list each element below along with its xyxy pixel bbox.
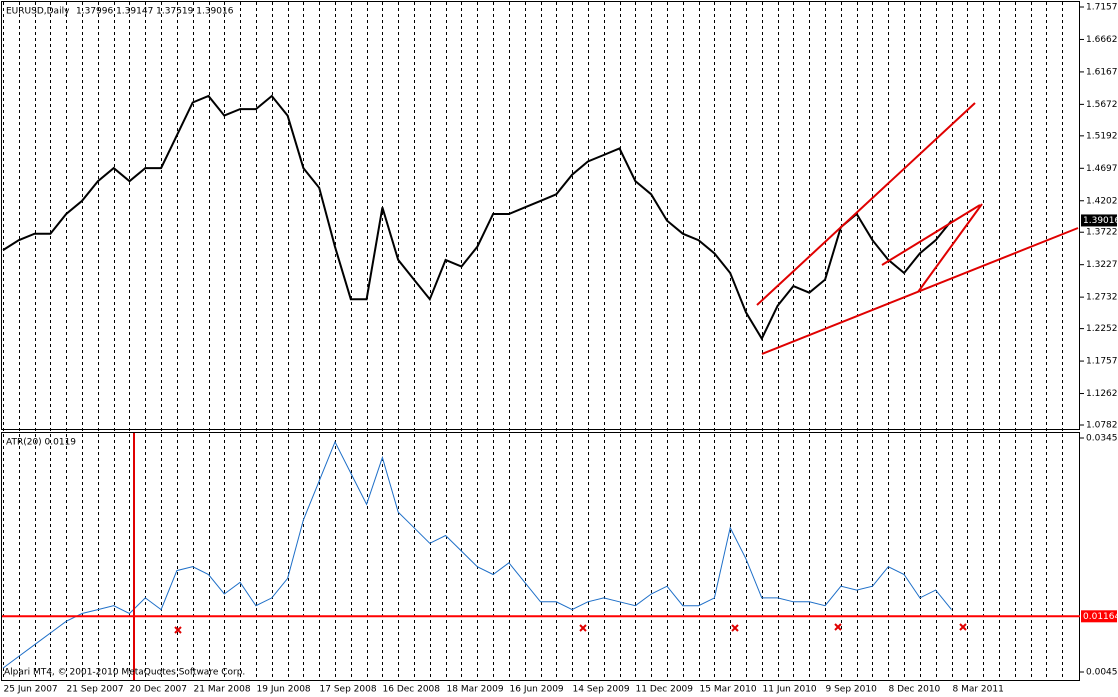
copyright: Alpari MT4, © 2001-2010 MetaQuotes Softw… [4,668,245,678]
x-tick-label: 17 Sep 2008 [320,685,377,695]
series [2,94,953,669]
y-tick-label: 1.22520 [1086,324,1118,334]
x-tick-label: 25 Jun 2007 [4,685,58,695]
y-tick-label: 0.0345 [1086,434,1118,444]
cross [834,623,842,631]
x-tick-label: 14 Sep 2009 [573,685,630,695]
series-line [2,94,953,341]
trend-line [756,102,976,306]
cross [959,623,967,631]
y-tick-label: 1.12620 [1086,389,1118,399]
cross-markers [174,623,967,634]
cross [731,624,739,632]
x-tick-label: 16 Dec 2008 [383,685,441,695]
y-tick-label: 1.66620 [1086,35,1118,45]
cross [174,626,182,634]
x-tick-label: 8 Dec 2010 [889,685,941,695]
series-line [2,440,952,669]
price-label-bg [1081,214,1117,227]
trend-line [917,203,983,293]
cross [579,624,587,632]
y-tick-label: 1.07820 [1086,421,1118,431]
level-label-bg [1081,610,1117,623]
y-tick-label: 1.37220 [1086,228,1118,238]
y-tick-label: 1.27320 [1086,293,1118,303]
y-tick-label: 1.56720 [1086,100,1118,110]
y-tick-label: 1.71570 [1086,3,1118,13]
x-tick-label: 15 Mar 2010 [700,685,757,695]
x-tick-label: 16 Jun 2009 [510,685,564,695]
y-tick-label: 1.32270 [1086,260,1118,270]
y-tick-label: 1.51920 [1086,131,1118,141]
price-label: 1.39016 [1083,216,1118,226]
x-tick-label: 20 Dec 2007 [130,685,188,695]
x-tick-label: 11 Jun 2010 [763,685,817,695]
indicator-title: ATR(20) 0.0119 [6,438,76,448]
x-tick-label: 21 Mar 2008 [194,685,251,695]
y-tick-label: 1.46970 [1086,164,1118,174]
trend-line [881,204,981,266]
x-tick-label: 19 Jun 2008 [257,685,311,695]
y-tick-label: 1.42020 [1086,196,1118,206]
x-tick-label: 21 Sep 2007 [67,685,124,695]
y-tick-label: 0.0045 [1086,668,1118,678]
y-tick-label: 1.61670 [1086,67,1118,77]
x-tick-label: 8 Mar 2011 [953,685,1004,695]
x-tick-label: 11 Dec 2009 [636,685,694,695]
atr-frame [1,432,1080,681]
trend-line [761,227,1079,355]
y-tick-label: 1.17570 [1086,357,1118,367]
grid [3,2,1063,680]
chart-title: EURUSD,Daily [6,7,70,17]
trend-lines [756,102,1079,355]
price-frame [1,1,1080,430]
x-tick-label: 9 Sep 2010 [826,685,878,695]
x-tick-label: 18 Mar 2009 [447,685,504,695]
level-label: 0.01164 [1083,612,1118,622]
chart-subtitle: 1.37996 1.39147 1.37519 1.39016 [76,7,234,17]
